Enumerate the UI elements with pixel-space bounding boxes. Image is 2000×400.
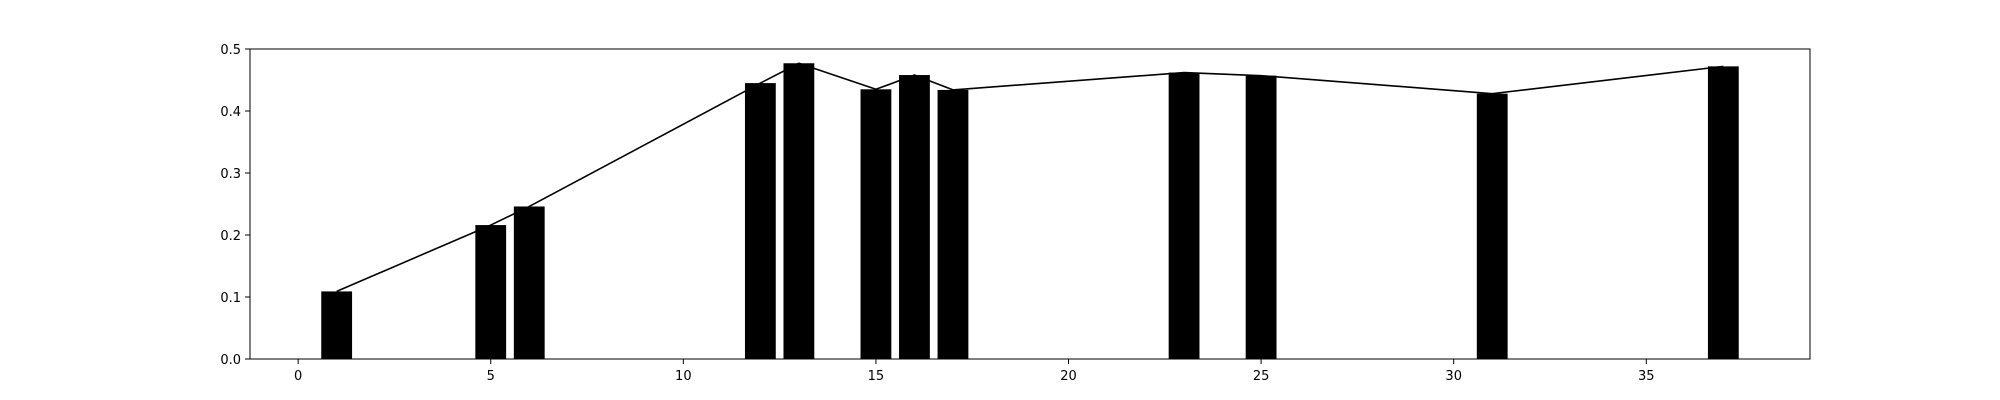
- y-tick-label-2: 0.2: [220, 229, 241, 244]
- bar-12: [744, 83, 776, 359]
- plot-area: 0 5 10 15 20 25 30 35 0.0 0.1 0.2 0.3 0.4 0.5: [220, 43, 1811, 384]
- x-tick-label-10: 10: [675, 369, 692, 384]
- x-tick-label-0: 0: [294, 369, 302, 384]
- bar-1: [321, 291, 353, 359]
- series-line: [336, 62, 1724, 293]
- bar-13: [783, 63, 815, 359]
- y-tick-label-5: 0.5: [220, 43, 241, 58]
- x-tick-label-30: 30: [1445, 369, 1462, 384]
- x-tick-label-20: 20: [1060, 369, 1077, 384]
- x-tick-label-35: 35: [1638, 369, 1655, 384]
- bar-5: [475, 225, 507, 359]
- y-tick-label-1: 0.1: [220, 291, 241, 306]
- x-tick-label-15: 15: [868, 369, 885, 384]
- bar-17: [937, 89, 969, 360]
- bar-16: [899, 75, 930, 359]
- bar-25: [1245, 75, 1277, 359]
- axes-frame: [249, 48, 1811, 360]
- y-tick-label-4: 0.4: [220, 105, 241, 120]
- bar-31: [1476, 93, 1508, 359]
- x-tick-label-25: 25: [1253, 369, 1270, 384]
- x-tick-label-5: 5: [487, 369, 495, 384]
- bar-37: [1707, 66, 1739, 360]
- y-tick-label-0: 0.0: [220, 353, 241, 368]
- bar-23: [1168, 72, 1200, 359]
- bar-6: [513, 206, 545, 359]
- bar-15: [860, 89, 892, 360]
- y-tick-label-3: 0.3: [220, 167, 241, 182]
